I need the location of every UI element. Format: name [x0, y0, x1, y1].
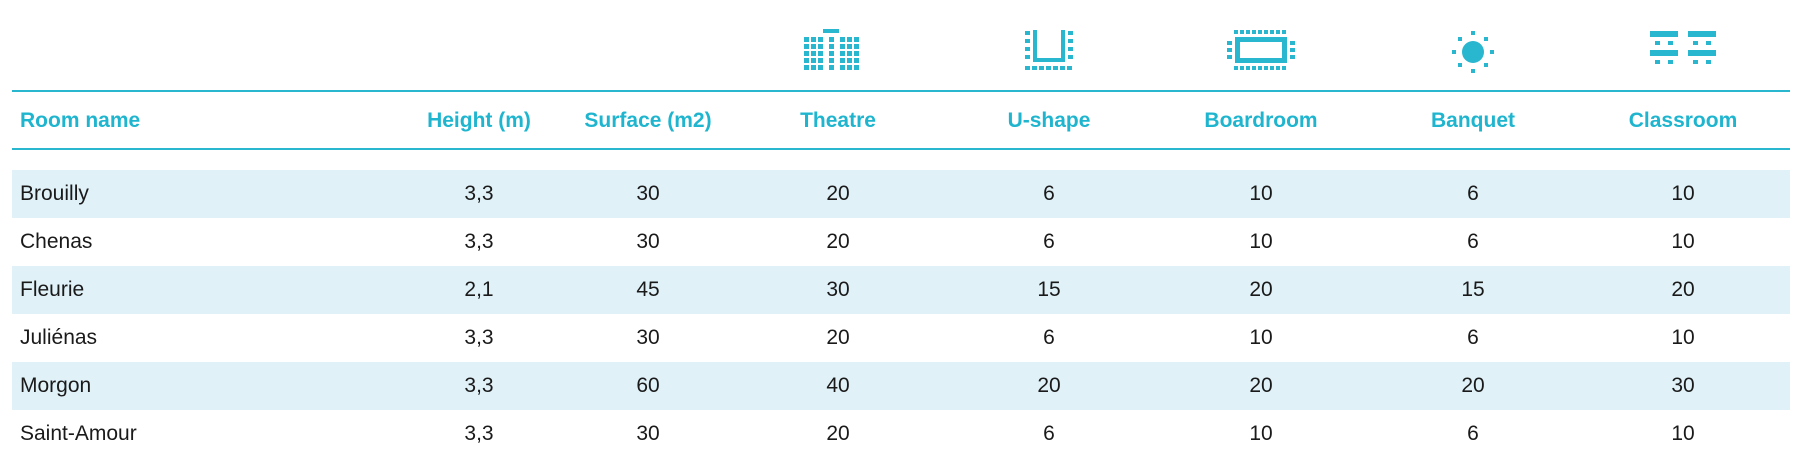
theatre-seating-icon	[793, 22, 883, 82]
column-header-surface: Surface (m2)	[584, 109, 712, 132]
column-header-boardroom: Boardroom	[1204, 109, 1318, 132]
table-header-row: Room name Height (m) Surface (m2) Theatr…	[0, 93, 1800, 148]
cell-u-shape: 15	[1037, 278, 1061, 301]
cell-banquet: 6	[1467, 230, 1479, 253]
cell-surface: 45	[636, 278, 660, 301]
table-row: Saint-Amour 3,3 30 20 6 10 6 10	[12, 410, 1790, 458]
cell-banquet: 6	[1467, 422, 1479, 445]
cell-classroom: 10	[1671, 230, 1695, 253]
cell-classroom: 10	[1671, 326, 1695, 349]
cell-surface: 30	[636, 182, 660, 205]
column-header-room-name: Room name	[20, 109, 141, 132]
cell-height: 3,3	[464, 182, 494, 205]
cell-banquet: 6	[1467, 326, 1479, 349]
cell-classroom: 30	[1671, 374, 1695, 397]
column-header-banquet: Banquet	[1431, 109, 1515, 132]
cell-room-name: Saint-Amour	[20, 422, 137, 445]
cell-boardroom: 20	[1249, 374, 1273, 397]
cell-boardroom: 20	[1249, 278, 1273, 301]
cell-theatre: 20	[826, 422, 850, 445]
cell-theatre: 20	[826, 230, 850, 253]
cell-theatre: 20	[826, 326, 850, 349]
table-row: Fleurie 2,1 45 30 15 20 15 20	[12, 266, 1790, 314]
column-header-u-shape: U-shape	[1007, 109, 1091, 132]
cell-height: 2,1	[464, 278, 494, 301]
table-row: Chenas 3,3 30 20 6 10 6 10	[12, 218, 1790, 266]
cell-classroom: 10	[1671, 422, 1695, 445]
cell-boardroom: 10	[1249, 230, 1273, 253]
cell-banquet: 20	[1461, 374, 1485, 397]
cell-u-shape: 6	[1043, 230, 1055, 253]
cell-height: 3,3	[464, 230, 494, 253]
cell-height: 3,3	[464, 326, 494, 349]
cell-room-name: Morgon	[20, 374, 92, 397]
classroom-seating-icon	[1638, 22, 1728, 82]
table-row: Morgon 3,3 60 40 20 20 20 30	[12, 362, 1790, 410]
cell-surface: 30	[636, 230, 660, 253]
cell-height: 3,3	[464, 374, 494, 397]
u-shape-seating-icon	[1004, 22, 1094, 82]
cell-u-shape: 6	[1043, 326, 1055, 349]
cell-room-name: Fleurie	[20, 278, 85, 301]
table-row: Juliénas 3,3 30 20 6 10 6 10	[12, 314, 1790, 362]
cell-height: 3,3	[464, 422, 494, 445]
banquet-seating-icon	[1428, 22, 1518, 82]
seating-icons-row	[0, 22, 1800, 82]
cell-banquet: 6	[1467, 182, 1479, 205]
cell-classroom: 20	[1671, 278, 1695, 301]
cell-surface: 30	[636, 422, 660, 445]
cell-theatre: 30	[826, 278, 850, 301]
column-header-height: Height (m)	[427, 109, 531, 132]
cell-room-name: Chenas	[20, 230, 93, 253]
cell-banquet: 15	[1461, 278, 1485, 301]
boardroom-seating-icon	[1216, 22, 1306, 82]
cell-room-name: Brouilly	[20, 182, 89, 205]
cell-boardroom: 10	[1249, 326, 1273, 349]
header-bottom-rule	[12, 148, 1790, 150]
cell-boardroom: 10	[1249, 182, 1273, 205]
header-top-rule	[12, 90, 1790, 92]
cell-u-shape: 6	[1043, 422, 1055, 445]
cell-classroom: 10	[1671, 182, 1695, 205]
column-header-theatre: Theatre	[800, 109, 876, 132]
cell-boardroom: 10	[1249, 422, 1273, 445]
column-header-classroom: Classroom	[1628, 109, 1738, 132]
cell-room-name: Juliénas	[20, 326, 98, 349]
table-row: Brouilly 3,3 30 20 6 10 6 10	[12, 170, 1790, 218]
cell-theatre: 20	[826, 182, 850, 205]
cell-surface: 60	[636, 374, 660, 397]
cell-theatre: 40	[826, 374, 850, 397]
table-body: Brouilly 3,3 30 20 6 10 6 10 Chenas 3,3 …	[12, 170, 1790, 458]
cell-u-shape: 20	[1037, 374, 1061, 397]
cell-surface: 30	[636, 326, 660, 349]
cell-u-shape: 6	[1043, 182, 1055, 205]
